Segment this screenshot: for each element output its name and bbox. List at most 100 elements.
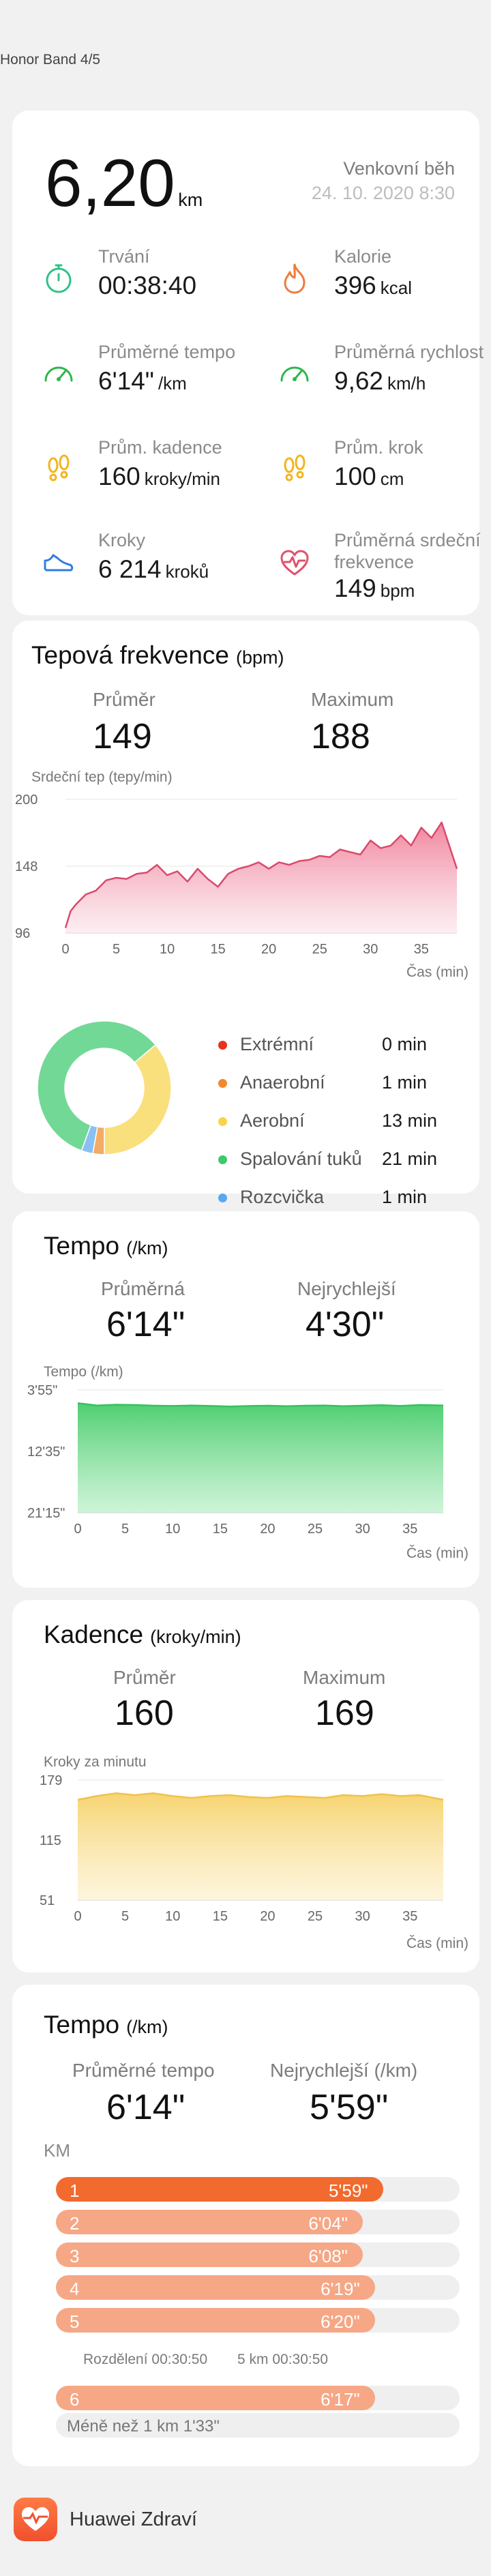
zone-name: Anaerobní xyxy=(240,1072,325,1093)
km-split-bar: 3 6'08" xyxy=(56,2242,363,2267)
km-split-row: 3 6'08" xyxy=(56,2242,460,2267)
stat-unit: kroky/min xyxy=(144,469,220,489)
km-number: 2 xyxy=(70,2213,80,2234)
stat-value: 160 xyxy=(98,462,140,490)
km-split-row: 6 6'17" xyxy=(56,2386,460,2410)
zone-color-dot xyxy=(218,1155,227,1164)
km-pace: 6'04" xyxy=(308,2213,348,2234)
heart-title: Tepová frekvence (bpm) xyxy=(31,641,284,670)
distance-unit: km xyxy=(178,190,203,210)
zone-minutes: 21 min xyxy=(382,1149,438,1169)
x-tick-label: 0 xyxy=(61,942,69,957)
zone-name: Spalování tuků xyxy=(240,1149,362,1169)
pace-chart-ylabel: Tempo (/km) xyxy=(44,1364,123,1380)
km-pace: 6'20" xyxy=(321,2311,360,2332)
stat-label: Průměrná rychlost xyxy=(334,342,484,362)
pace-best-label: Nejrychlejší xyxy=(297,1278,396,1299)
stat-label: Průměrné tempo xyxy=(98,342,236,362)
stat-unit: kcal xyxy=(380,278,412,298)
zone-color-dot xyxy=(218,1117,227,1126)
x-tick-label: 15 xyxy=(213,1909,228,1924)
x-tick-label: 10 xyxy=(160,942,175,957)
splits-avg-value: 6'14" xyxy=(106,2088,185,2127)
stat-value: 00:38:40 xyxy=(98,271,197,299)
heart-rate-chart: 200 148 96 0 5 10 15 20 25 30 35 xyxy=(15,793,458,957)
y-tick-label: 96 xyxy=(15,926,30,941)
stat-label: Kalorie xyxy=(334,246,392,267)
series-line xyxy=(77,1402,444,1408)
heart-title-text: Tepová frekvence xyxy=(31,641,230,669)
stat-label: Prům. krok xyxy=(334,437,423,458)
splits-card: Tempo (/km) Průměrné tempo 6'14" Nejrychl… xyxy=(12,1985,479,2466)
x-tick-label: 30 xyxy=(355,1522,370,1537)
pace-card: Tempo (/km) Průměrná 6'14" Nejrychlejší 4… xyxy=(12,1211,479,1588)
app-footer: Huawei Zdraví xyxy=(14,2496,355,2544)
distance-display: 6,20 km xyxy=(45,145,203,222)
pace-title-unit: (/km) xyxy=(126,1238,168,1258)
cadence-avg-value: 160 xyxy=(115,1693,174,1733)
heart-avg-value: 149 xyxy=(93,717,152,756)
zone-name: Extrémní xyxy=(240,1034,314,1054)
stat-item: Průměrná rychlost 9,62 km/h xyxy=(248,341,483,423)
splits-title-text: Tempo xyxy=(44,2011,120,2039)
stat-value: 149 xyxy=(334,574,376,602)
cadence-title-unit: (kroky/min) xyxy=(150,1627,241,1647)
stat-value: 9,62 xyxy=(334,367,384,395)
stat-value-row: 149 bpm xyxy=(334,574,415,603)
km-split-bar: 5 6'20" xyxy=(56,2308,375,2333)
stat-value-row: 6 214 kroků xyxy=(98,555,209,584)
km-pace: 5'59" xyxy=(328,2180,368,2201)
x-tick-label: 20 xyxy=(260,1909,275,1924)
activity-datetime: 24. 10. 2020 8:30 xyxy=(311,183,455,203)
y-tick-label: 3'55" xyxy=(27,1383,57,1398)
x-tick-label: 5 xyxy=(121,1522,129,1537)
heart-zone-donut xyxy=(37,1020,172,1155)
y-tick-label: 148 xyxy=(15,859,38,874)
footprints-icon xyxy=(284,454,306,482)
heart-chart-ylabel: Srdeční tep (tepy/min) xyxy=(31,769,173,785)
y-tick-label: 115 xyxy=(40,1833,61,1848)
y-tick-label: 200 xyxy=(15,793,38,808)
cadence-max-label: Maximum xyxy=(303,1667,386,1688)
zone-minutes: 1 min xyxy=(382,1187,428,1207)
cadence-chart-ylabel: Kroky za minutu xyxy=(44,1754,147,1770)
stat-value-row: 100 cm xyxy=(334,462,404,491)
stat-unit: km/h xyxy=(387,373,426,394)
stat-label: Prům. kadence xyxy=(98,437,222,458)
series-area xyxy=(78,1793,443,1900)
x-tick-label: 5 xyxy=(121,1909,129,1924)
splits-title-unit: (/km) xyxy=(126,2017,168,2037)
km-split-row: 4 6'19" xyxy=(56,2275,460,2300)
stat-value: 396 xyxy=(334,271,376,299)
speedometer-icon xyxy=(280,366,309,382)
less-than-km-row: Méně než 1 km 1'33" xyxy=(56,2413,460,2438)
stat-unit: /km xyxy=(158,373,187,394)
series-area xyxy=(65,822,457,933)
km-number: 3 xyxy=(70,2246,80,2266)
stat-item: Průměrná srdeční frekvence 149 bpm xyxy=(248,529,481,611)
heart-pulse-icon xyxy=(280,550,309,576)
x-tick-label: 15 xyxy=(213,1522,228,1537)
splits-title: Tempo (/km) xyxy=(44,2011,168,2039)
cadence-card: Kadence (kroky/min) Průměr 160 Maximum 16… xyxy=(12,1600,479,1972)
stat-value-row: 396 kcal xyxy=(334,271,412,300)
stat-item: Prům. krok 100 cm xyxy=(248,436,480,518)
y-tick-label: 51 xyxy=(40,1893,55,1908)
activity-type: Venkovní běh xyxy=(343,158,455,179)
stat-unit: cm xyxy=(380,469,404,489)
stat-label: Průměrná srdeční frekvence xyxy=(334,530,481,572)
x-tick-label: 25 xyxy=(312,942,327,957)
device-name: Honor Band 4/5 xyxy=(0,52,101,68)
x-tick-label: 20 xyxy=(260,1522,275,1537)
x-tick-label: 30 xyxy=(363,942,378,957)
heart-max-value: 188 xyxy=(311,717,370,756)
series-area xyxy=(78,1403,443,1513)
cadence-title-text: Kadence xyxy=(44,1620,144,1648)
x-tick-label: 0 xyxy=(74,1522,81,1537)
heart-title-unit: (bpm) xyxy=(236,647,284,668)
x-tick-label: 25 xyxy=(308,1909,323,1924)
zone-name: Rozcvička xyxy=(240,1187,325,1207)
shoe-icon xyxy=(44,554,74,572)
km-pace: 6'17" xyxy=(321,2389,360,2410)
x-tick-label: 5 xyxy=(113,942,120,957)
